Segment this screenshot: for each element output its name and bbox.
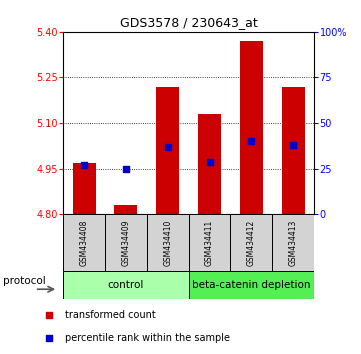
Bar <box>230 214 272 271</box>
Bar <box>240 41 263 214</box>
Text: GSM434413: GSM434413 <box>289 219 298 266</box>
Point <box>46 312 52 318</box>
Text: beta-catenin depletion: beta-catenin depletion <box>192 280 310 290</box>
Text: transformed count: transformed count <box>65 309 156 320</box>
Bar <box>147 214 188 271</box>
Text: control: control <box>108 280 144 290</box>
Bar <box>63 214 105 271</box>
Point <box>206 159 212 165</box>
Bar <box>272 214 314 271</box>
Bar <box>156 87 179 214</box>
Title: GDS3578 / 230643_at: GDS3578 / 230643_at <box>120 16 257 29</box>
Text: GSM434409: GSM434409 <box>121 219 130 266</box>
Bar <box>105 214 147 271</box>
Text: protocol: protocol <box>3 276 46 286</box>
Point <box>290 142 296 148</box>
Text: GSM434410: GSM434410 <box>163 219 172 266</box>
Bar <box>282 87 305 214</box>
Bar <box>114 205 138 214</box>
Bar <box>188 271 314 299</box>
Bar <box>188 214 230 271</box>
Point <box>248 138 254 144</box>
Point <box>81 162 87 168</box>
Point <box>165 144 171 150</box>
Text: GSM434408: GSM434408 <box>79 219 88 266</box>
Point <box>123 166 129 172</box>
Text: GSM434412: GSM434412 <box>247 219 256 266</box>
Bar <box>73 162 96 214</box>
Text: GSM434411: GSM434411 <box>205 219 214 266</box>
Bar <box>198 114 221 214</box>
Text: percentile rank within the sample: percentile rank within the sample <box>65 332 230 343</box>
Point <box>46 335 52 341</box>
Bar <box>63 271 188 299</box>
